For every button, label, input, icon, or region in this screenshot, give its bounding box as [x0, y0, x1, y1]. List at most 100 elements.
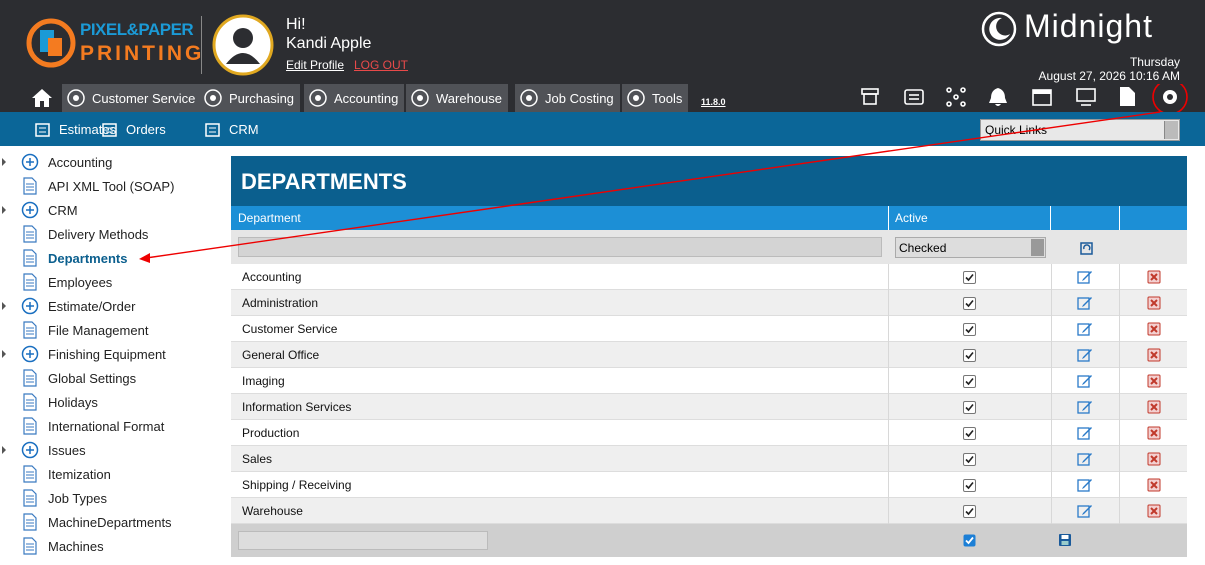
active-cell [888, 472, 1052, 498]
edit-icon [1077, 375, 1092, 388]
home-icon[interactable] [31, 88, 53, 108]
edit-icon [1077, 297, 1092, 310]
logout[interactable]: LOG OUT [354, 58, 409, 72]
sidebar-item[interactable]: Accounting [0, 150, 225, 174]
toolbar-icons[interactable] [855, 84, 1205, 112]
column-header[interactable]: Department [231, 206, 889, 230]
tab-icon [204, 89, 222, 107]
active-cell [888, 342, 1052, 368]
sidebar-item[interactable]: API XML Tool (SOAP) [0, 174, 225, 198]
edit-cell[interactable] [1051, 472, 1120, 498]
delete-cell[interactable] [1120, 446, 1187, 472]
delete-cell[interactable] [1120, 472, 1187, 498]
filter-select-text: Checked [899, 241, 947, 255]
sidebar-item[interactable]: Issues [0, 438, 225, 462]
nav-tab[interactable]: Purchasing [199, 84, 301, 112]
expand-icon [2, 153, 39, 171]
save-icon[interactable] [1058, 533, 1072, 547]
sidebar-item[interactable]: Delivery Methods [0, 222, 225, 246]
column-header[interactable]: Active [888, 206, 1051, 230]
department-name: General Office [231, 342, 889, 368]
sidebar-label: Estimate/Order [48, 298, 136, 314]
new-active-checkbox[interactable] [963, 534, 976, 547]
edit-cell[interactable] [1051, 420, 1120, 446]
active-cell [888, 498, 1052, 524]
nav-tab[interactable]: Job Costing [515, 84, 620, 112]
table-row: Customer Service [231, 316, 1187, 342]
filter-input[interactable] [238, 237, 882, 257]
brand: Midnight [1024, 8, 1153, 44]
refresh-icon[interactable] [1079, 240, 1095, 256]
quick-links[interactable]: Quick Links [980, 119, 1180, 141]
delete-cell[interactable] [1120, 498, 1187, 524]
sidebar-label: Holidays [48, 394, 98, 410]
sidebar-item[interactable]: MachineDepartments [0, 510, 225, 534]
sidebar-item[interactable]: Global Settings [0, 366, 225, 390]
sidebar-label: International Format [48, 418, 165, 434]
edit-cell[interactable] [1051, 498, 1120, 524]
nav-tab[interactable]: Accounting [304, 84, 405, 112]
active-checkbox [963, 296, 976, 310]
delete-cell[interactable] [1120, 342, 1187, 368]
new-department-input[interactable] [238, 531, 488, 550]
table-row: General Office [231, 342, 1187, 368]
delete-cell[interactable] [1120, 394, 1187, 420]
delete-icon [1147, 322, 1160, 336]
table-header: Department Active [231, 206, 1187, 230]
nav-tab[interactable]: Warehouse [406, 84, 508, 112]
edit-cell[interactable] [1051, 368, 1120, 394]
delete-cell[interactable] [1120, 290, 1187, 316]
table-row: Imaging [231, 368, 1187, 394]
sidebar-item[interactable]: CRM [0, 198, 225, 222]
edit-cell[interactable] [1051, 264, 1120, 290]
edit-cell[interactable] [1051, 394, 1120, 420]
sidebar-item[interactable]: File Management [0, 318, 225, 342]
delete-cell[interactable] [1120, 316, 1187, 342]
delete-cell[interactable] [1120, 264, 1187, 290]
active-cell [888, 264, 1052, 290]
delete-icon [1147, 426, 1160, 440]
page-icon [23, 417, 37, 435]
sidebar-item[interactable]: Job Types [0, 486, 225, 510]
sidebar-item[interactable]: Machines [0, 534, 225, 558]
edit-cell[interactable] [1051, 446, 1120, 472]
edit-profile[interactable]: Edit Profile [286, 58, 345, 72]
sidebar-label: API XML Tool (SOAP) [48, 178, 175, 194]
edit-cell[interactable] [1051, 316, 1120, 342]
expand-icon [2, 201, 39, 219]
tab-icon [520, 89, 538, 107]
sidebar-item[interactable]: Finishing Equipment [0, 342, 225, 366]
sidebar-item[interactable]: International Format [0, 414, 225, 438]
subnav: Estimates Orders CRM Quick Links [0, 112, 1205, 146]
delete-icon [1147, 374, 1160, 388]
divider [201, 16, 202, 74]
nav-tab[interactable]: Tools [622, 84, 689, 112]
delete-icon [1147, 296, 1160, 310]
subnav-link[interactable]: Orders [102, 122, 166, 137]
sidebar-item[interactable]: Departments [0, 246, 225, 270]
filter-select[interactable]: Checked [895, 237, 1046, 258]
subnav-link[interactable]: Estimates [35, 122, 116, 137]
sidebar-item[interactable]: Holidays [0, 390, 225, 414]
sidebar-item[interactable]: Itemization [0, 462, 225, 486]
edit-icon [1077, 323, 1092, 336]
greeting: Hi! [286, 16, 306, 33]
edit-icon [1077, 349, 1092, 362]
delete-icon [1147, 400, 1160, 414]
subnav-link[interactable]: CRM [205, 122, 259, 137]
sidebar-item[interactable]: Estimate/Order [0, 294, 225, 318]
sidebar-item[interactable]: Employees [0, 270, 225, 294]
tab-icon [67, 89, 85, 107]
nav-tab[interactable]: Customer Service [62, 84, 202, 112]
delete-cell[interactable] [1120, 368, 1187, 394]
department-name: Warehouse [231, 498, 889, 524]
table-row: Shipping / Receiving [231, 472, 1187, 498]
logo-icon [26, 18, 76, 68]
active-checkbox [963, 270, 976, 284]
edit-cell[interactable] [1051, 290, 1120, 316]
department-name: Accounting [231, 264, 889, 290]
edit-cell[interactable] [1051, 342, 1120, 368]
delete-cell[interactable] [1120, 420, 1187, 446]
page-icon [23, 225, 37, 243]
subnav-label: CRM [229, 122, 259, 137]
